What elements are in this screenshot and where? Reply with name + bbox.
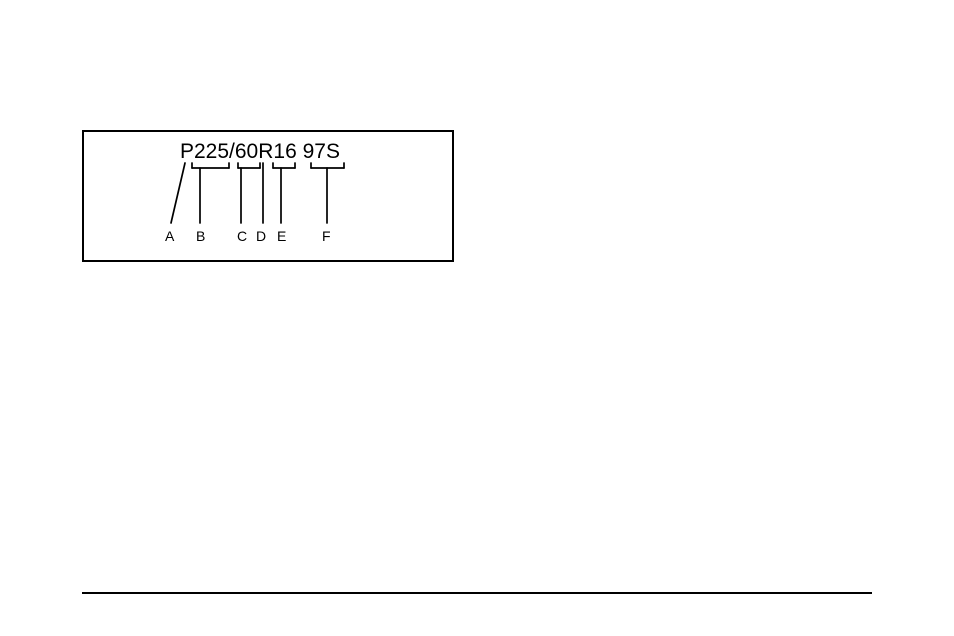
- label-e: E: [277, 228, 286, 244]
- footer-rule: [82, 592, 872, 594]
- label-f: F: [322, 228, 331, 244]
- label-d: D: [256, 228, 266, 244]
- tire-size-annotation-lines: [0, 0, 954, 636]
- label-c: C: [237, 228, 247, 244]
- label-a: A: [165, 228, 174, 244]
- label-b: B: [196, 228, 205, 244]
